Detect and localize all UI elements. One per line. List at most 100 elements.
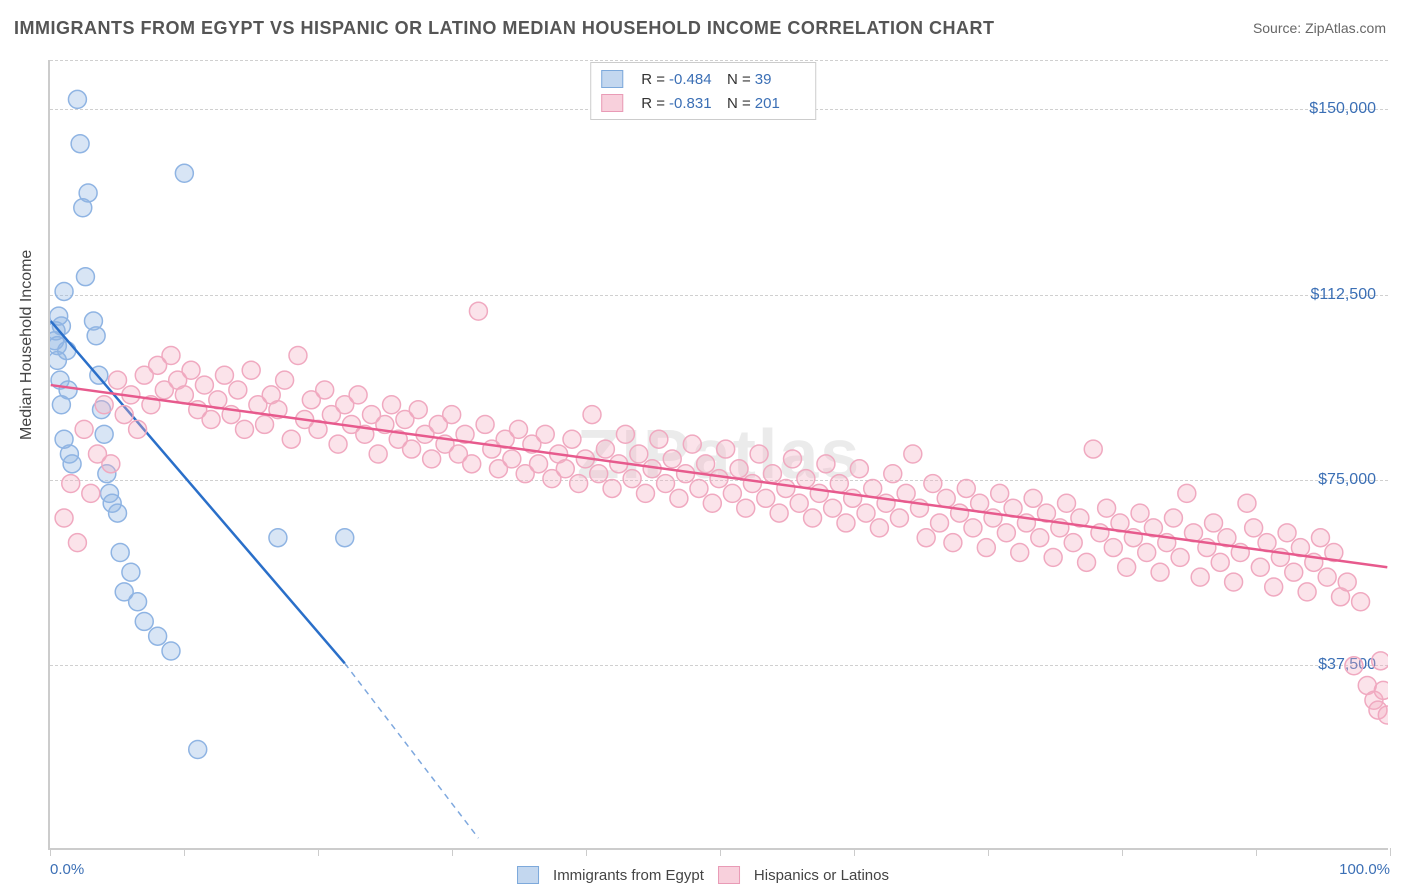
data-point bbox=[1164, 509, 1182, 527]
data-point bbox=[530, 455, 548, 473]
data-point bbox=[596, 440, 614, 458]
data-point bbox=[630, 445, 648, 463]
data-point bbox=[991, 484, 1009, 502]
x-tick bbox=[452, 848, 453, 856]
data-point bbox=[1031, 529, 1049, 547]
data-point bbox=[770, 504, 788, 522]
y-axis-label: Median Household Income bbox=[18, 250, 36, 440]
data-point bbox=[730, 460, 748, 478]
data-point bbox=[329, 435, 347, 453]
data-point bbox=[657, 475, 675, 493]
r-value-1: -0.484 bbox=[669, 71, 719, 88]
r-value-2: -0.831 bbox=[669, 95, 719, 112]
data-point bbox=[1311, 529, 1329, 547]
data-point bbox=[162, 347, 180, 365]
data-point bbox=[884, 465, 902, 483]
data-point bbox=[463, 455, 481, 473]
data-point bbox=[236, 420, 254, 438]
x-tick bbox=[988, 848, 989, 856]
data-point bbox=[55, 282, 73, 300]
data-point bbox=[683, 435, 701, 453]
data-point bbox=[71, 135, 89, 153]
legend-swatch-series2 bbox=[601, 94, 623, 112]
data-point bbox=[830, 475, 848, 493]
n-label-1: N = bbox=[727, 71, 751, 88]
data-point bbox=[87, 327, 105, 345]
n-value-2: 201 bbox=[755, 95, 805, 112]
data-point bbox=[971, 494, 989, 512]
data-point bbox=[149, 627, 167, 645]
data-point bbox=[269, 529, 287, 547]
data-point bbox=[870, 519, 888, 537]
series-legend: Immigrants from Egypt Hispanics or Latin… bbox=[517, 866, 889, 884]
x-tick bbox=[1390, 848, 1391, 856]
data-point bbox=[763, 465, 781, 483]
data-point bbox=[670, 489, 688, 507]
data-point bbox=[1131, 504, 1149, 522]
data-point bbox=[122, 563, 140, 581]
data-point bbox=[583, 406, 601, 424]
data-point bbox=[837, 514, 855, 532]
data-point bbox=[1345, 657, 1363, 675]
data-point bbox=[476, 415, 494, 433]
data-point bbox=[109, 504, 127, 522]
x-tick bbox=[318, 848, 319, 856]
data-point bbox=[510, 420, 528, 438]
data-point bbox=[603, 479, 621, 497]
x-tick bbox=[720, 848, 721, 856]
data-point bbox=[964, 519, 982, 537]
data-point bbox=[1265, 578, 1283, 596]
data-point bbox=[850, 460, 868, 478]
data-point bbox=[409, 401, 427, 419]
data-point bbox=[1225, 573, 1243, 591]
x-tick-label: 100.0% bbox=[1339, 861, 1390, 878]
data-point bbox=[1211, 553, 1229, 571]
data-point bbox=[536, 425, 554, 443]
data-point bbox=[109, 371, 127, 389]
data-point bbox=[556, 460, 574, 478]
data-point bbox=[135, 612, 153, 630]
data-point bbox=[750, 445, 768, 463]
data-point bbox=[1374, 681, 1388, 699]
data-point bbox=[59, 381, 77, 399]
data-point bbox=[1318, 568, 1336, 586]
data-point bbox=[503, 450, 521, 468]
data-point bbox=[68, 90, 86, 108]
data-point bbox=[723, 484, 741, 502]
x-tick bbox=[184, 848, 185, 856]
data-point bbox=[1338, 573, 1356, 591]
data-point bbox=[58, 342, 76, 360]
data-point bbox=[650, 430, 668, 448]
data-point bbox=[977, 539, 995, 557]
data-point bbox=[182, 361, 200, 379]
data-point bbox=[931, 514, 949, 532]
data-point bbox=[1352, 593, 1370, 611]
bottom-swatch-series1 bbox=[517, 866, 539, 884]
data-point bbox=[804, 509, 822, 527]
data-point bbox=[383, 396, 401, 414]
data-point bbox=[1118, 558, 1136, 576]
data-point bbox=[369, 445, 387, 463]
data-point bbox=[743, 475, 761, 493]
data-point bbox=[790, 494, 808, 512]
data-point bbox=[242, 361, 260, 379]
data-point bbox=[95, 396, 113, 414]
bottom-label-series2: Hispanics or Latinos bbox=[754, 867, 889, 884]
data-point bbox=[951, 504, 969, 522]
x-tick bbox=[854, 848, 855, 856]
data-point bbox=[75, 420, 93, 438]
data-point bbox=[195, 376, 213, 394]
data-point bbox=[1104, 539, 1122, 557]
data-point bbox=[957, 479, 975, 497]
data-point bbox=[55, 509, 73, 527]
data-point bbox=[844, 489, 862, 507]
data-point bbox=[162, 642, 180, 660]
regression-line bbox=[51, 385, 1388, 567]
data-point bbox=[282, 430, 300, 448]
data-point bbox=[697, 455, 715, 473]
correlation-legend: R =-0.484N =39 R =-0.831N =201 bbox=[590, 62, 816, 120]
data-point bbox=[256, 415, 274, 433]
bottom-label-series1: Immigrants from Egypt bbox=[553, 867, 704, 884]
scatter-plot-svg bbox=[50, 60, 1388, 848]
data-point bbox=[590, 465, 608, 483]
